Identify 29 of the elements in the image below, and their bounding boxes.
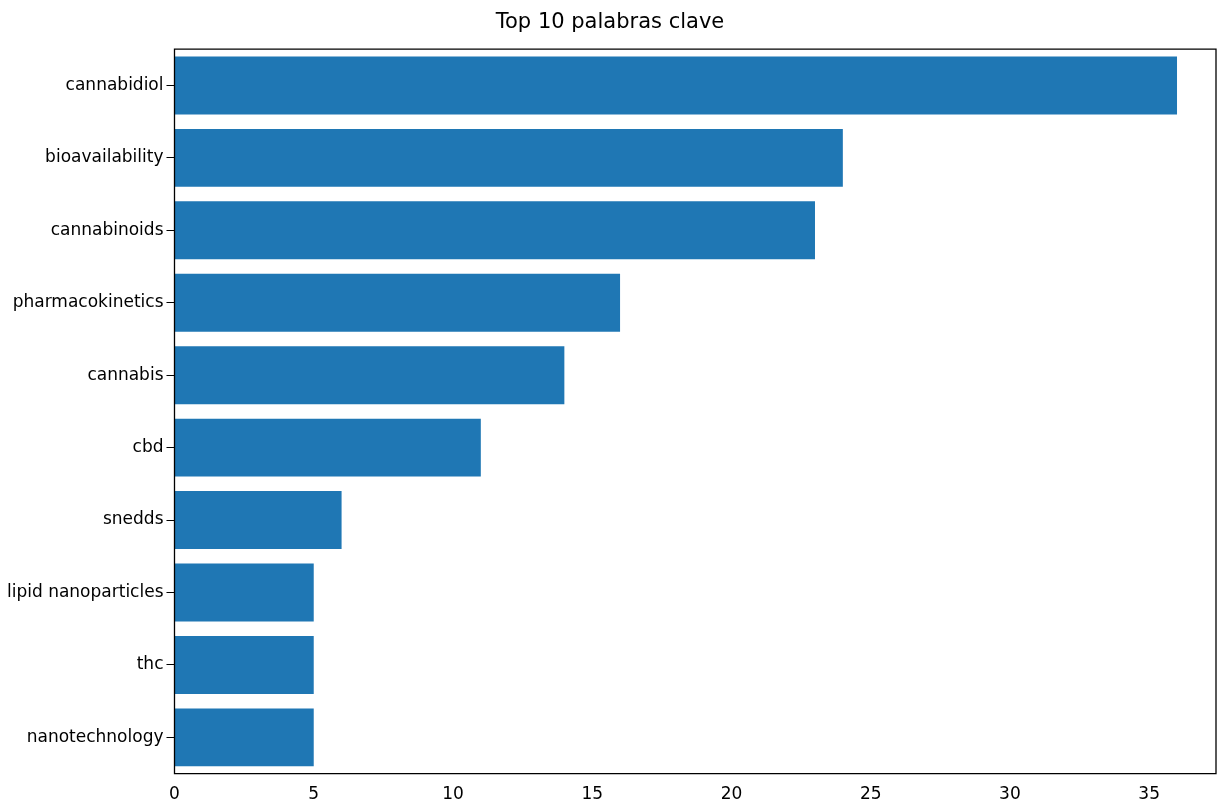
y-tick-label: snedds xyxy=(102,508,164,529)
bar xyxy=(174,128,843,187)
y-tick-label: cannabis xyxy=(87,363,164,384)
y-tick-label: cannabidiol xyxy=(65,73,164,94)
y-tick-label: cbd xyxy=(132,436,164,457)
bar xyxy=(174,563,314,622)
bar xyxy=(174,635,314,694)
chart-title: Top 10 palabras clave xyxy=(494,9,725,34)
x-tick-label: 10 xyxy=(442,783,464,804)
y-tick-label: cannabinoids xyxy=(50,218,164,239)
x-tick-label: 15 xyxy=(581,783,604,804)
x-tick-label: 5 xyxy=(308,783,320,804)
x-tick-label: 30 xyxy=(999,783,1021,804)
x-tick-label: 35 xyxy=(1138,783,1160,804)
bar xyxy=(174,491,342,550)
y-tick-label: thc xyxy=(136,653,164,674)
y-tick-label: lipid nanoparticles xyxy=(6,580,164,601)
bar xyxy=(174,273,621,332)
y-tick-label: pharmacokinetics xyxy=(12,291,164,312)
bar xyxy=(174,56,1178,115)
y-tick-label: bioavailability xyxy=(45,146,164,167)
bar xyxy=(174,418,481,477)
bar xyxy=(174,708,314,767)
x-tick-label: 20 xyxy=(720,783,743,804)
bar xyxy=(174,346,565,405)
y-tick-label: nanotechnology xyxy=(26,725,164,746)
x-tick-label: 25 xyxy=(859,783,882,804)
x-tick-label: 0 xyxy=(169,783,180,804)
bar xyxy=(174,201,815,260)
